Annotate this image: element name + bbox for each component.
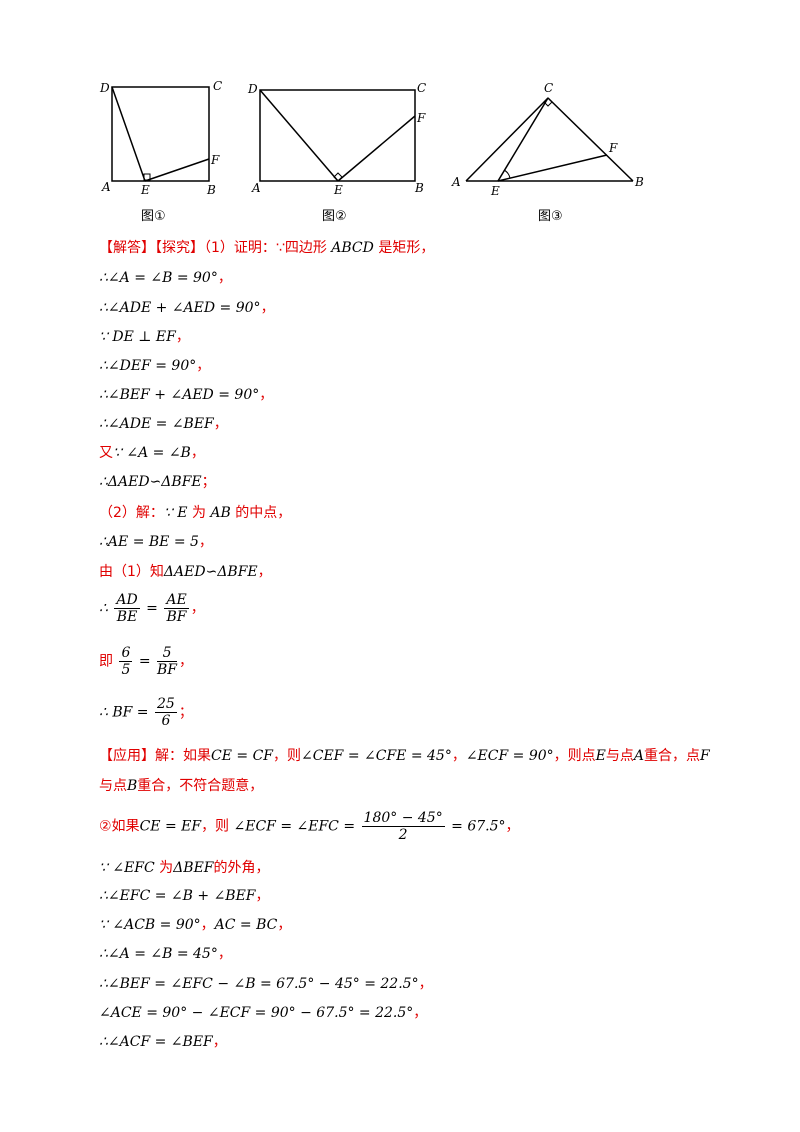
solution-line-20: ∴∠EFC = ∠B + ∠BEF， — [99, 888, 270, 904]
solution-line-21: ∵ ∠ACB = 90°，AC = BC， — [99, 917, 292, 933]
solution-line-9: ∴ΔAED∽ΔBFE； — [99, 474, 216, 490]
figure-2-drawing: D C A E B F — [247, 81, 426, 196]
fig3-label-A: A — [451, 175, 461, 189]
figure-3: C A E F B — [448, 78, 658, 196]
solution-line-1: 【解答】【探究】（1）证明：∵四边形 ABCD 是矩形， — [99, 240, 435, 256]
solution-line-23: ∴∠BEF = ∠EFC − ∠B = 67.5° − 45° = 22.5°， — [99, 976, 433, 992]
fig1-label-D: D — [99, 81, 110, 95]
fraction-5-bf: 5 BF — [157, 645, 178, 678]
solution-line-5: ∴∠DEF = 90°， — [99, 358, 211, 374]
solution-line-22: ∴∠A = ∠B = 45°， — [99, 946, 232, 962]
solution-line-15: ∴ BF = 25 6； — [99, 696, 193, 729]
fig3-label-C: C — [544, 81, 553, 95]
fig2-label-A: A — [251, 181, 261, 195]
solution-line-24: ∠ACE = 90° − ∠ECF = 90° − 67.5° = 22.5°， — [99, 1005, 428, 1021]
solution-line-8: 又∵ ∠A = ∠B， — [99, 445, 205, 461]
figure-1-drawing: D C A E B F — [99, 79, 222, 196]
fig1-label-E: E — [140, 183, 150, 196]
solution-line-12: 由（1）知ΔAED∽ΔBFE， — [99, 564, 272, 580]
figure-2-caption: 图② — [322, 209, 347, 224]
solution-line-19: ∵ ∠EFC 为ΔBEF的外角， — [99, 860, 270, 876]
fig1-label-B: B — [206, 183, 216, 196]
fraction-ad-be: AD BE — [114, 592, 140, 625]
solution-line-3: ∴∠ADE + ∠AED = 90°， — [99, 300, 275, 316]
solution-line-10: （2）解：∵ E 为 AB 的中点， — [99, 505, 292, 521]
solution-line-11: ∴AE = BE = 5， — [99, 534, 213, 550]
fig2-label-C: C — [417, 81, 426, 95]
figure-3-drawing: C A E F B — [451, 81, 644, 196]
fig2-label-B: B — [414, 181, 424, 195]
figure-3-caption: 图③ — [538, 209, 563, 224]
figure-1: D C A E B F — [95, 78, 230, 196]
solution-line-16: 【应用】解：如果CE = CF，则∠CEF = ∠CFE = 45°，∠ECF … — [99, 748, 710, 764]
fig2-label-F: F — [416, 111, 426, 125]
fig3-label-F: F — [608, 141, 618, 155]
figure-2: D C A E B F — [245, 78, 435, 196]
solution-line-4: ∵ DE ⊥ EF， — [99, 329, 190, 345]
solution-line-13: ∴ AD BE = AE BF， — [99, 592, 205, 625]
solution-line-2: ∴∠A = ∠B = 90°， — [99, 270, 232, 286]
solution-line-6: ∴∠BEF + ∠AED = 90°， — [99, 387, 274, 403]
fig1-label-A: A — [101, 180, 111, 194]
fraction-ae-bf: AE BF — [164, 592, 189, 625]
fig3-label-E: E — [490, 184, 500, 196]
fraction-25-6: 25 6 — [155, 696, 177, 729]
solution-line-25: ∴∠ACF = ∠BEF， — [99, 1034, 227, 1050]
solution-line-17: 与点B重合，不符合题意， — [99, 778, 264, 794]
fig1-label-C: C — [213, 79, 222, 93]
figure-1-caption: 图① — [141, 209, 166, 224]
solution-line-18: ②如果CE = EF，则 ∠ECF = ∠EFC = 180° − 45° 2 =… — [99, 810, 520, 843]
fig3-label-B: B — [634, 175, 644, 189]
solution-line-7: ∴∠ADE = ∠BEF， — [99, 416, 228, 432]
fig2-label-D: D — [247, 82, 258, 96]
fig2-label-E: E — [333, 183, 343, 196]
fig1-label-F: F — [210, 153, 220, 167]
fraction-angle: 180° − 45° 2 — [361, 810, 445, 843]
